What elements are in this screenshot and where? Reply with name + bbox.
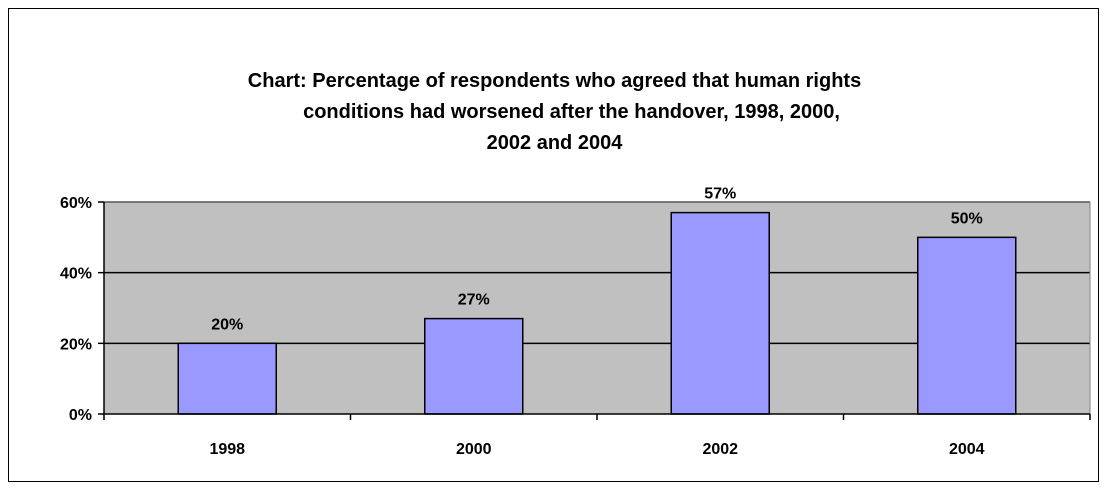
y-tick-label: 0% <box>69 407 92 424</box>
y-tick-label: 60% <box>60 195 92 212</box>
chart-title: Chart: Percentage of respondents who agr… <box>0 66 1109 159</box>
bar <box>177 342 277 415</box>
data-label: 27% <box>458 292 490 309</box>
data-label: 57% <box>704 186 736 203</box>
chart-title-line-2: conditions had worsened after the handov… <box>303 101 840 123</box>
bar <box>670 211 770 415</box>
bar <box>917 236 1017 415</box>
data-label: 50% <box>951 210 983 227</box>
data-label: 20% <box>211 316 243 333</box>
x-tick-label: 2002 <box>702 441 738 458</box>
x-tick-label: 2004 <box>949 441 985 458</box>
chart-title-line-3: 2002 and 2004 <box>486 132 623 154</box>
bar <box>424 317 524 415</box>
y-tick-label: 20% <box>60 336 92 353</box>
x-tick-label: 2000 <box>456 441 492 458</box>
chart-title-line-1: Chart: Percentage of respondents who agr… <box>247 70 862 92</box>
y-tick-label: 40% <box>60 266 92 283</box>
x-tick-label: 1998 <box>209 441 245 458</box>
